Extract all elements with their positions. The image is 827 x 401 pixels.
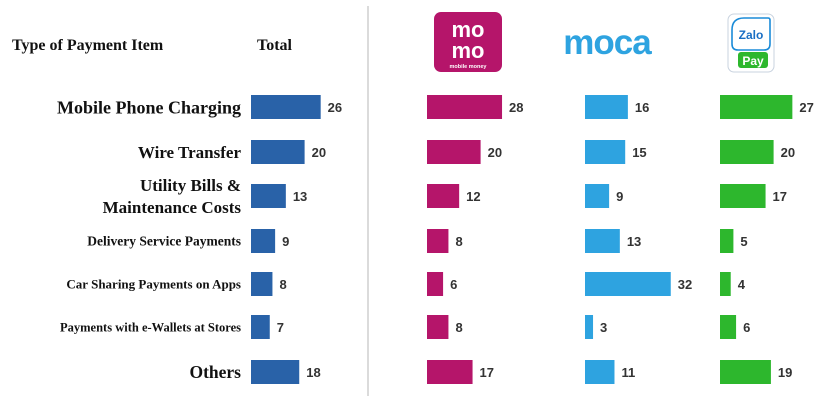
header-category-column: Type of Payment Item (12, 37, 164, 54)
category-labels: Mobile Phone Charging Wire Transfer Utilit… (57, 97, 241, 382)
bar (720, 140, 774, 164)
bar (427, 272, 444, 296)
value-label: 6 (450, 277, 457, 292)
bar (427, 95, 503, 119)
bar (585, 140, 626, 164)
bar (585, 95, 628, 119)
bar (585, 272, 671, 296)
value-label: 19 (778, 365, 792, 380)
value-label: 17 (480, 365, 494, 380)
value-label: 16 (635, 100, 649, 115)
header-total-column: Total (257, 37, 293, 54)
value-label: 9 (616, 189, 623, 204)
value-label: 28 (509, 100, 523, 115)
value-label: 20 (488, 145, 502, 160)
value-label: 13 (627, 234, 641, 249)
bar (585, 315, 594, 339)
bar (720, 315, 737, 339)
value-label: 4 (738, 277, 746, 292)
bar (720, 95, 793, 119)
value-label: 5 (740, 234, 747, 249)
moca-logo: moca (563, 23, 653, 62)
value-label: 12 (466, 189, 480, 204)
bar (251, 184, 286, 208)
value-label: 32 (678, 277, 692, 292)
bar (427, 360, 473, 384)
value-label: 8 (455, 234, 462, 249)
svg-text:mo: mo (452, 17, 485, 42)
bar (251, 95, 321, 119)
value-label: 20 (781, 145, 795, 160)
svg-text:Pay: Pay (742, 54, 764, 68)
value-label: 20 (312, 145, 326, 160)
value-label: 26 (328, 100, 342, 115)
bar (720, 360, 771, 384)
series-zalopay: 27 20 17 5 4 6 19 (720, 95, 814, 384)
column-headers: Type of Payment Item Total (12, 37, 293, 54)
value-label: 27 (799, 100, 813, 115)
bar (585, 360, 615, 384)
bar (427, 315, 449, 339)
bar (251, 360, 300, 384)
value-label: 6 (743, 320, 750, 335)
svg-text:Zalo: Zalo (739, 28, 764, 42)
svg-text:moca: moca (563, 23, 652, 62)
value-label: 17 (773, 189, 787, 204)
category-label: Wire Transfer (138, 143, 242, 162)
value-label: 9 (282, 234, 289, 249)
bar (427, 184, 460, 208)
category-label: Others (189, 362, 241, 382)
category-label: Car Sharing Payments on Apps (66, 277, 241, 292)
value-label: 8 (455, 320, 462, 335)
series-total: 26 20 13 9 8 7 18 (251, 95, 342, 384)
svg-text:mobile money: mobile money (450, 64, 488, 70)
bar (251, 272, 273, 296)
bar (427, 140, 481, 164)
bar-series: 26 20 13 9 8 7 18 28 20 12 8 6 8 17 16 15 9 13 32 3 11 27 20 17… (251, 95, 814, 384)
value-label: 8 (279, 277, 286, 292)
value-label: 13 (293, 189, 307, 204)
zalopay-logo: Zalo Pay (727, 13, 775, 73)
category-label: Delivery Service Payments (87, 234, 241, 249)
bar (585, 184, 610, 208)
bar (251, 140, 305, 164)
bar (427, 229, 449, 253)
category-label: Utility Bills & Maintenance Costs (103, 176, 242, 217)
series-momo: 28 20 12 8 6 8 17 (427, 95, 524, 384)
value-label: 15 (632, 145, 646, 160)
bar (251, 315, 270, 339)
value-label: 7 (277, 320, 284, 335)
bar (720, 272, 731, 296)
svg-text:mo: mo (452, 38, 485, 63)
category-label: Mobile Phone Charging (57, 97, 241, 117)
value-label: 18 (306, 365, 320, 380)
bar (585, 229, 620, 253)
bar (251, 229, 276, 253)
bar (720, 229, 734, 253)
category-label: Payments with e-Wallets at Stores (60, 320, 241, 334)
series-moca: 16 15 9 13 32 3 11 (585, 95, 692, 384)
bar (720, 184, 766, 208)
value-label: 11 (621, 365, 635, 380)
value-label: 3 (600, 320, 607, 335)
